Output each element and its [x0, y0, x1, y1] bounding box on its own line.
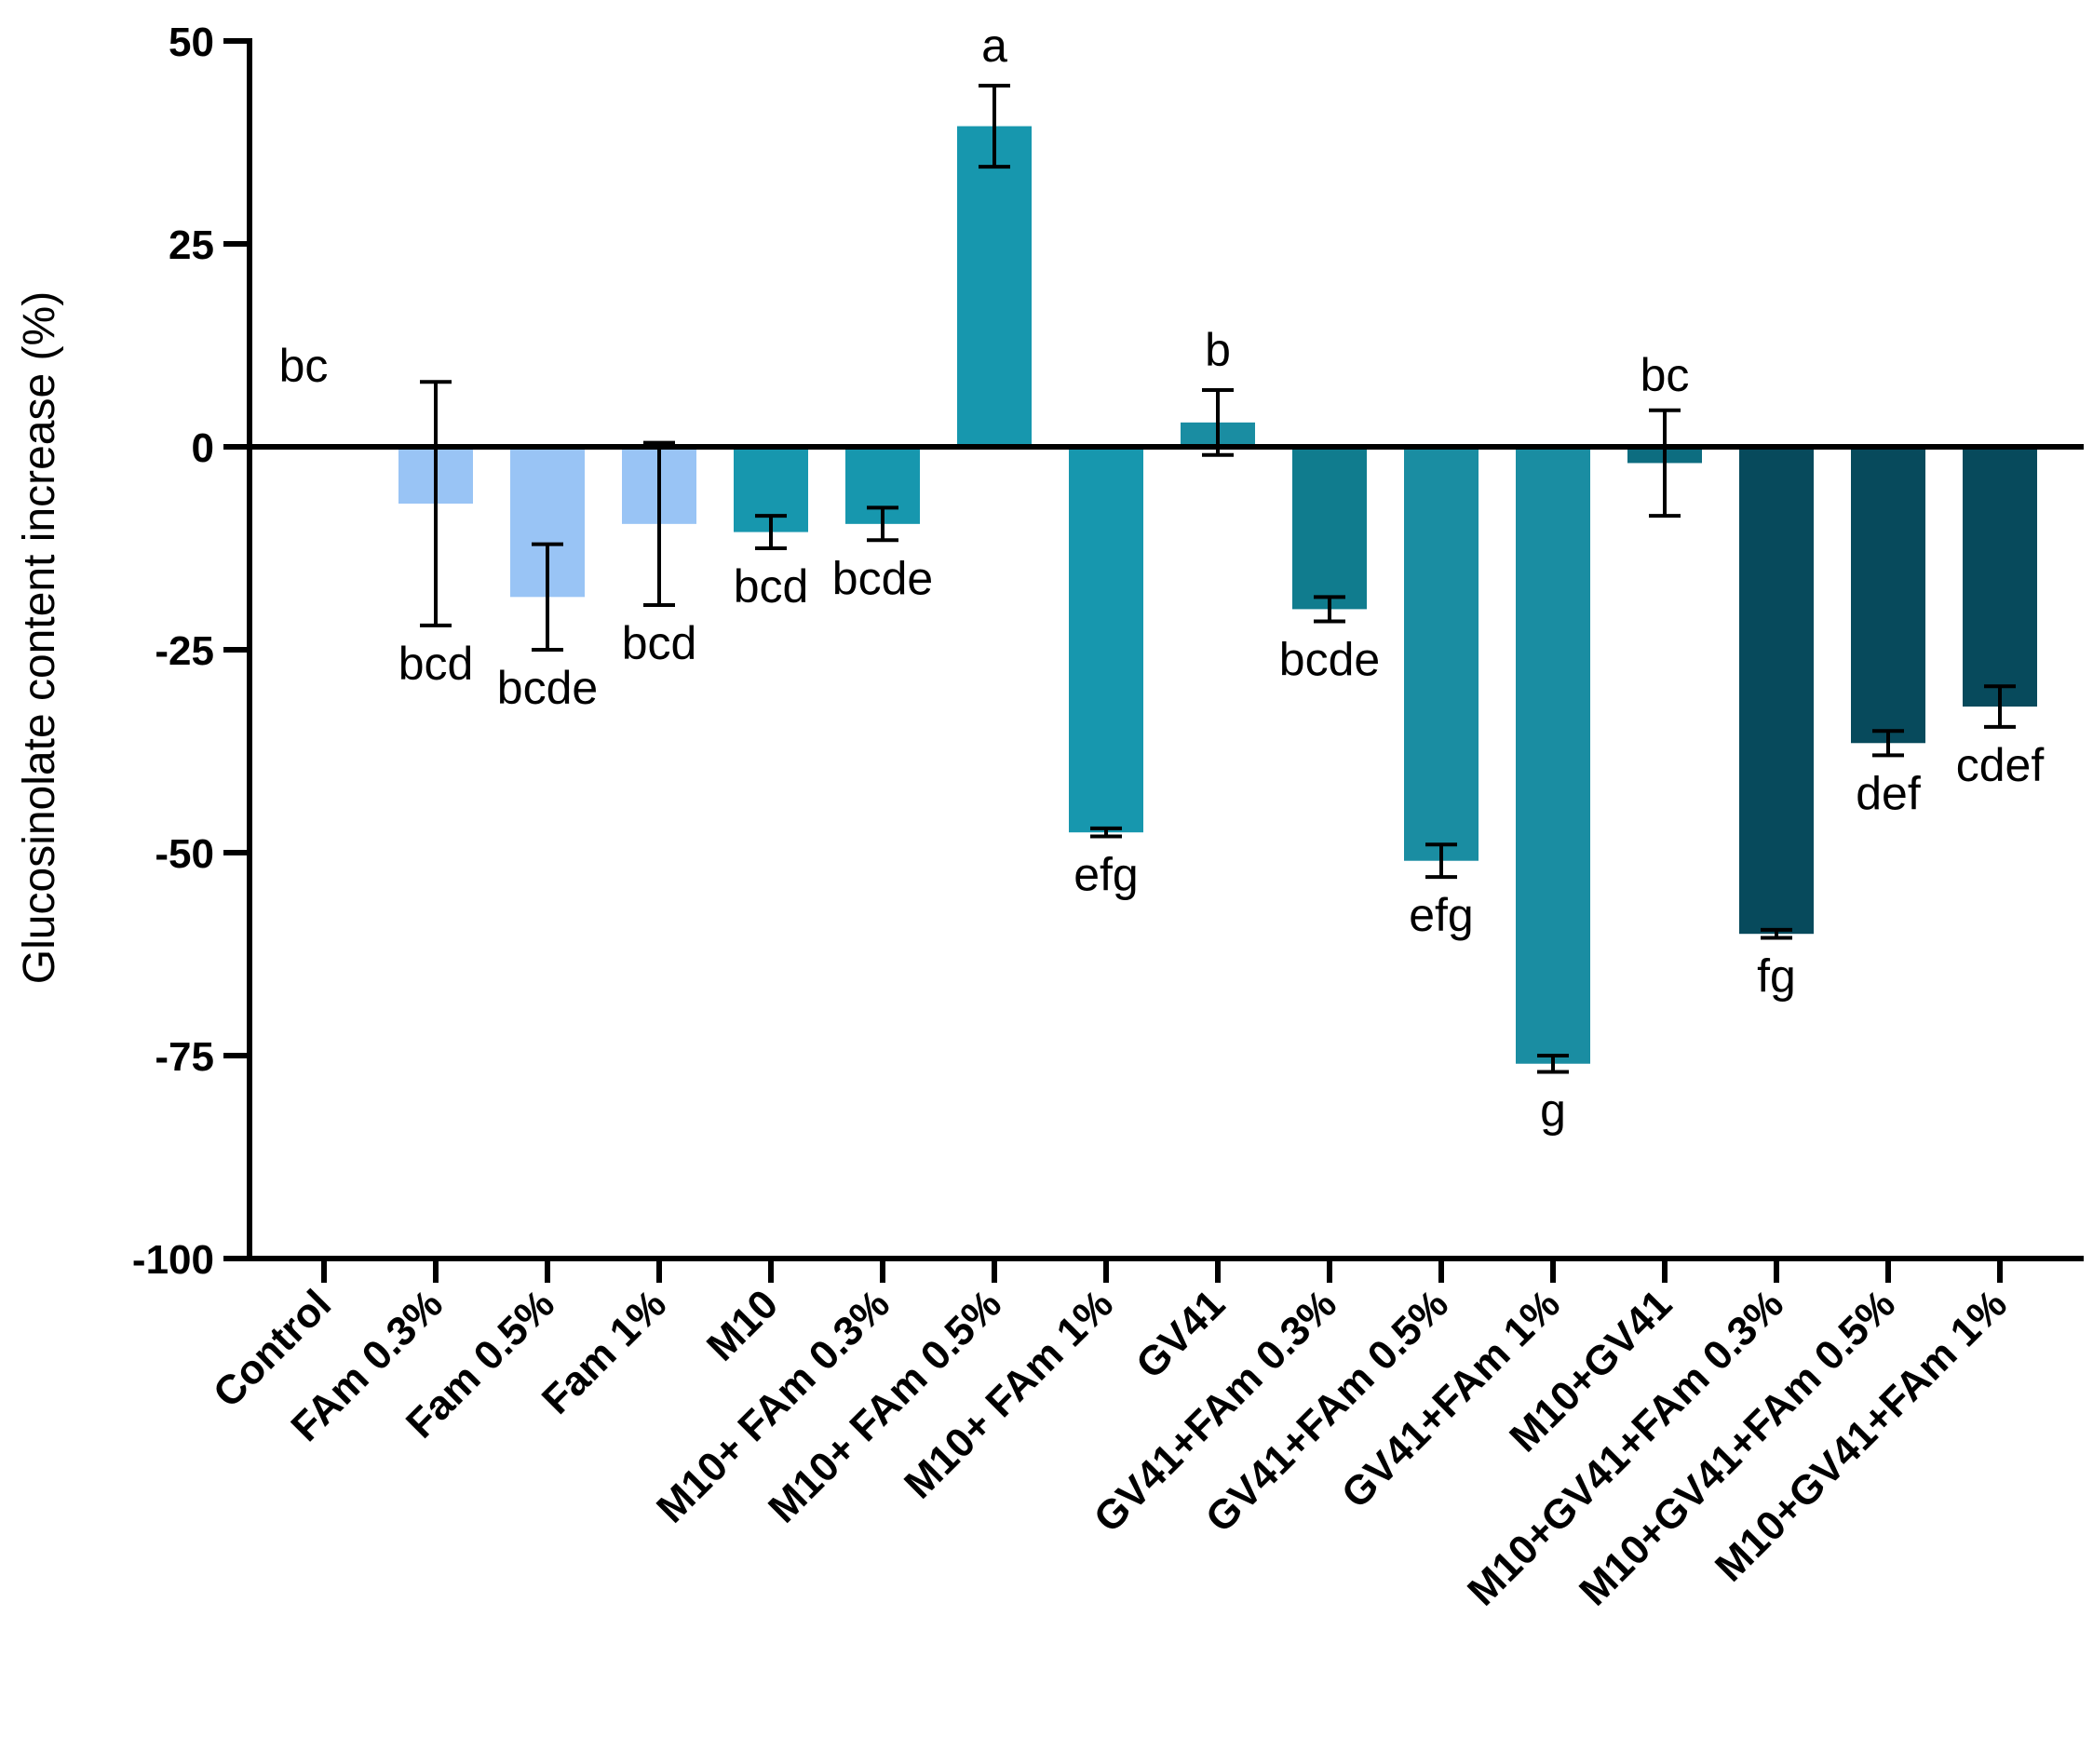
- error-bar: [1537, 1054, 1569, 1074]
- error-bar: [1984, 684, 2016, 729]
- y-axis: 50 25 0 -25 -50 -75 -100: [132, 20, 250, 1283]
- significance-letter: bcd: [622, 617, 697, 669]
- error-bar: [1314, 595, 1345, 624]
- y-tick-label: 25: [169, 222, 214, 268]
- error-bars-group: [420, 83, 2016, 1074]
- significance-letter: a: [981, 20, 1007, 72]
- error-bar: [979, 83, 1010, 169]
- bar: [1069, 447, 1143, 833]
- significance-letter: cdef: [1956, 739, 2045, 791]
- bar: [1963, 447, 2037, 707]
- error-bar: [1872, 729, 1904, 758]
- y-axis-title: Glucosinolate content increase (%): [15, 291, 64, 984]
- x-tick-label: GV41: [1128, 1281, 1234, 1387]
- y-tick-label: -25: [155, 628, 214, 674]
- error-bar: [1090, 826, 1122, 839]
- error-bar: [1761, 927, 1792, 940]
- significance-letter: bc: [1641, 349, 1690, 401]
- error-bar: [643, 440, 675, 608]
- error-bar: [1649, 408, 1681, 518]
- significance-letter: fg: [1757, 950, 1796, 1003]
- y-tick-label: -75: [155, 1034, 214, 1080]
- significance-letter: bcd: [734, 560, 809, 613]
- significance-letter: efg: [1409, 889, 1474, 941]
- x-tick-label: M10+ FAm 1%: [896, 1281, 1122, 1507]
- y-tick-label: 0: [192, 425, 214, 471]
- bar: [1851, 447, 1925, 744]
- bar: [957, 126, 1032, 447]
- error-bar: [1425, 842, 1457, 880]
- significance-letter: efg: [1074, 849, 1139, 901]
- significance-letter: bcd: [398, 638, 474, 690]
- y-tick-label: 50: [169, 20, 214, 65]
- bars-group: [398, 126, 2037, 1064]
- significance-letter: bcde: [497, 662, 598, 714]
- significance-letter: bcde: [832, 552, 933, 604]
- bar: [1292, 447, 1367, 610]
- x-tick-label: M10: [698, 1281, 787, 1369]
- significance-letter: bc: [279, 340, 329, 392]
- significance-letter: def: [1856, 767, 1921, 819]
- error-bar: [867, 505, 898, 543]
- bar: [1404, 447, 1479, 861]
- error-bar: [755, 514, 787, 550]
- significance-letter: b: [1205, 324, 1231, 376]
- y-tick-label: -50: [155, 831, 214, 877]
- significance-letter: g: [1540, 1084, 1566, 1136]
- error-bar: [420, 380, 452, 627]
- bar: [1739, 447, 1814, 935]
- error-bar: [532, 542, 563, 652]
- bar: [1516, 447, 1590, 1064]
- y-tick-label: -100: [132, 1237, 214, 1283]
- x-tick-label: Fam 1%: [533, 1281, 675, 1422]
- significance-letter: bcde: [1279, 633, 1380, 685]
